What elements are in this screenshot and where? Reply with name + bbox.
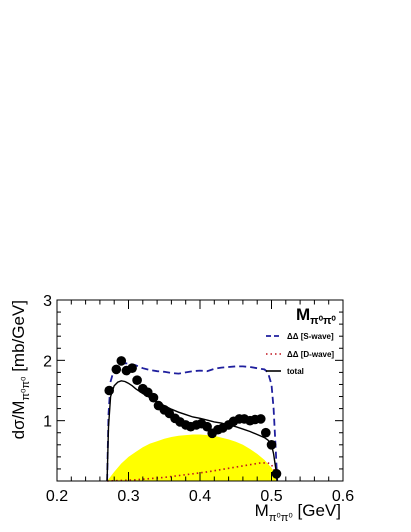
legend: ΔΔ [S-wave] ΔΔ [D-wave] total [266, 332, 334, 376]
y-axis-label-main: dσ/M [9, 401, 28, 440]
x-tick-label: 0.6 [332, 488, 354, 505]
data-point [271, 469, 282, 479]
legend-d-wave-prefix: ΔΔ [287, 350, 299, 359]
total-curve [106, 380, 278, 482]
data-point [104, 385, 114, 396]
x-axis-label-unit: [GeV] [293, 501, 341, 520]
chart-title: Mπ⁰π⁰ [296, 305, 336, 327]
x-tick-label: 0.2 [46, 488, 68, 505]
phase-space-area-layer [107, 434, 278, 481]
y-axis-label: dσ/Mπ⁰π⁰ [mb/GeV] [9, 300, 32, 439]
legend-total-label: total [287, 367, 304, 376]
legend-d-wave-label: ΔΔ [D-wave] [287, 350, 334, 359]
chart-title-sub: π⁰π⁰ [310, 315, 336, 327]
legend-s-wave-label: ΔΔ [S-wave] [287, 332, 334, 341]
phase-space-area [107, 434, 278, 481]
data-point [127, 363, 137, 374]
data-point [111, 364, 122, 375]
chart-title-main: M [296, 305, 310, 324]
x-tick-label: 0.3 [117, 488, 139, 505]
legend-s-wave-prefix: ΔΔ [287, 332, 299, 341]
y-axis-label-sub: π⁰π⁰ [20, 376, 32, 401]
data-point [266, 440, 277, 450]
y-tick-label: 3 [43, 293, 52, 310]
data-point [116, 356, 127, 366]
legend-s-wave-suffix: [S-wave] [301, 332, 334, 341]
data-point [255, 414, 266, 424]
axis-ticks: 0.2 0.3 0.4 0.5 0.6 1 2 3 [43, 293, 354, 505]
data-points-layer [104, 356, 282, 479]
legend-d-wave-suffix: [D-wave] [301, 350, 335, 359]
data-point [202, 421, 212, 432]
x-axis-label-sub: π⁰π⁰ [269, 512, 294, 524]
x-tick-label: 0.4 [189, 488, 211, 505]
y-axis-label-unit: [mb/GeV] [9, 300, 28, 377]
data-point [148, 392, 159, 403]
data-point [261, 427, 271, 438]
y-tick-label: 2 [43, 353, 52, 370]
x-tick-label: 0.5 [260, 488, 282, 505]
x-axis-label: Mπ⁰π⁰ [GeV] [255, 501, 341, 524]
y-tick-label: 1 [43, 414, 52, 431]
x-axis-label-main: M [255, 501, 269, 520]
data-point [132, 375, 142, 386]
